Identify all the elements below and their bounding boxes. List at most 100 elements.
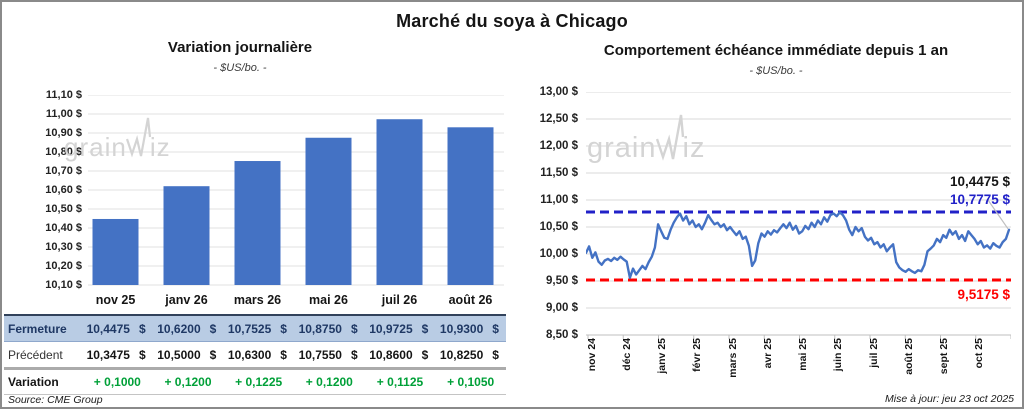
- line-x-tick-label: mai 25: [797, 338, 809, 371]
- bar-x-tick-label: nov 25: [95, 293, 136, 307]
- line-chart-plot: [586, 92, 1011, 339]
- table-cell: + 0,1000: [93, 375, 141, 389]
- bar-nov 25: [92, 218, 139, 285]
- currency-symbol: $: [209, 347, 217, 362]
- bar-y-tick-label: 10,20 $: [45, 260, 82, 272]
- cell-value: 10,9725: [369, 321, 413, 336]
- table-cell: + 0,1125: [376, 375, 424, 389]
- bar-chart-plot: [88, 95, 504, 286]
- line-y-tick-label: 12,00 $: [539, 140, 578, 152]
- cell-value: 10,4475: [86, 321, 130, 336]
- line-y-tick-label: 9,00 $: [546, 302, 578, 314]
- line-x-tick-label: mars 25: [726, 338, 739, 378]
- line-x-tick-label: déc 24: [620, 338, 633, 371]
- bar-mars 26: [234, 161, 281, 285]
- cell-value: 10,7525: [227, 321, 272, 336]
- currency-symbol: $: [492, 321, 499, 336]
- line-y-tick-label: 10,00 $: [539, 248, 578, 260]
- bar-x-tick-label: mai 26: [309, 293, 348, 307]
- bar-y-tick-label: 10,30 $: [45, 241, 82, 253]
- table-cell: 10,3475 $: [82, 348, 153, 362]
- bar-y-tick-label: 11,00 $: [45, 108, 82, 120]
- high-52w-label: 10,7775 $: [949, 192, 1010, 207]
- currency-symbol: $: [421, 347, 429, 362]
- table-row-variation: Variation + 0,1000 + 0,1200 + 0,1225 + 0,120…: [4, 370, 506, 395]
- table-cell: 10,6200 $: [153, 322, 224, 336]
- bar-y-tick-label: 10,70 $: [45, 165, 82, 177]
- table-cell: 10,8250 $: [435, 348, 506, 362]
- watermark-spike-icon: [125, 117, 151, 158]
- watermark-spike-icon: [655, 114, 684, 161]
- bar-x-tick-label: janv 26: [165, 293, 208, 307]
- line-x-tick-label: avr 25: [761, 338, 774, 369]
- table-cell: 10,7525 $: [223, 322, 294, 336]
- row-label: Précédent: [8, 347, 63, 362]
- bar-mai 26: [305, 137, 352, 285]
- cell-value: 10,7550: [298, 347, 342, 362]
- grainwiz-watermark: grain iz: [587, 112, 705, 163]
- line-x-tick-label: janv 25: [656, 338, 668, 374]
- line-y-tick-label: 9,50 $: [546, 275, 578, 287]
- cell-value: 10,6300: [227, 347, 272, 362]
- line-chart-subtitle: - $US/bo. -: [749, 65, 803, 77]
- bar-y-tick-label: 10,40 $: [45, 222, 82, 234]
- bar-y-tick-label: 10,50 $: [45, 203, 82, 215]
- row-label: Fermeture: [8, 321, 67, 336]
- bar-août 26: [447, 127, 494, 285]
- currency-symbol: $: [280, 321, 287, 336]
- table-cell: 10,7550 $: [294, 348, 365, 362]
- currency-symbol: $: [492, 347, 499, 362]
- line-x-tick-label: juin 25: [832, 338, 845, 372]
- row-label: Variation: [8, 375, 59, 389]
- bar-x-tick-label: juil 26: [381, 293, 418, 307]
- line-y-tick-label: 11,00 $: [540, 194, 578, 206]
- table-cell: + 0,1200: [164, 375, 212, 389]
- line-x-tick-label: févr 25: [691, 338, 704, 372]
- cell-value: 10,5000: [157, 347, 201, 362]
- updated-note: Mise à jour: jeu 23 oct 2025: [885, 393, 1014, 405]
- currency-symbol: $: [421, 321, 429, 336]
- table-cell: 10,4475 $: [82, 322, 153, 336]
- table-row-fermeture: Fermeture 10,4475 $10,6200 $10,7525 $10,8750…: [4, 316, 506, 342]
- table-cell: 10,8750 $: [294, 322, 365, 336]
- table-cell: + 0,1225: [235, 375, 283, 389]
- line-y-tick-label: 10,50 $: [539, 221, 578, 233]
- table-cell: + 0,1050: [447, 375, 495, 389]
- table-cell: 10,5000 $: [153, 348, 224, 362]
- currency-symbol: $: [209, 321, 217, 336]
- cell-value: 10,3475: [86, 347, 130, 362]
- bar-y-tick-label: 10,60 $: [45, 184, 82, 196]
- last-price-label: 10,4475 $: [949, 174, 1010, 189]
- price-series-line: [586, 211, 1011, 280]
- currency-symbol: $: [350, 321, 358, 336]
- table-cell: + 0,1200: [305, 375, 353, 389]
- source-note: Source: CME Group: [8, 394, 103, 406]
- line-x-tick-label: nov 24: [585, 338, 598, 372]
- cell-value: 10,8600: [369, 347, 413, 362]
- line-x-tick-label: oct 25: [973, 338, 986, 369]
- line-chart-title: Comportement échéance immédiate depuis 1…: [603, 42, 949, 59]
- line-x-tick-label: août 25: [902, 338, 915, 375]
- bar-y-tick-label: 11,10 $: [45, 89, 82, 101]
- bar-janv 26: [163, 186, 210, 285]
- bar-chart-title: Variation journalière: [167, 39, 313, 56]
- grainwiz-watermark: grain iz: [64, 115, 171, 160]
- line-y-tick-label: 8,50 $: [546, 329, 578, 341]
- bar-x-tick-label: août 26: [448, 293, 493, 307]
- line-y-tick-label: 13,00 $: [539, 86, 578, 98]
- table-cell: 10,6300 $: [223, 348, 294, 362]
- currency-symbol: $: [138, 321, 146, 336]
- bar-chart-subtitle: - $US/bo. -: [213, 62, 267, 74]
- cell-value: 10,6200: [157, 321, 201, 336]
- line-y-tick-label: 12,50 $: [539, 113, 578, 125]
- bar-juil 26: [376, 119, 423, 285]
- currency-symbol: $: [280, 347, 287, 362]
- table-cell: 10,9300 $: [435, 322, 506, 336]
- bar-y-tick-label: 10,90 $: [45, 127, 82, 139]
- cell-value: 10,8250: [439, 347, 484, 362]
- bar-y-tick-label: 10,80 $: [45, 146, 82, 158]
- line-x-tick-label: juil 25: [867, 338, 880, 368]
- currency-symbol: $: [350, 347, 358, 362]
- table-cell: 10,8600 $: [365, 348, 436, 362]
